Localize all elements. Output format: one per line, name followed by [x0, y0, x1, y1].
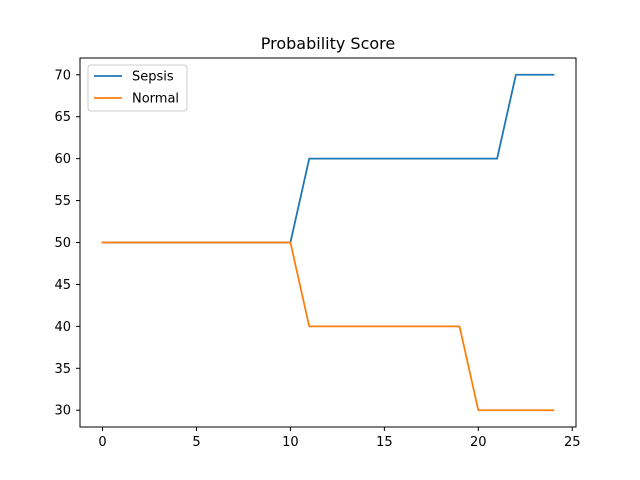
chart-title: Probability Score — [261, 34, 395, 53]
x-tick-label: 5 — [192, 435, 200, 450]
y-tick-label: 70 — [54, 68, 71, 83]
x-tick-label: 10 — [282, 435, 299, 450]
plot-area — [101, 73, 555, 412]
y-tick-label: 50 — [54, 236, 71, 251]
legend-label-normal: Normal — [132, 92, 179, 107]
y-tick-label: 30 — [54, 404, 71, 419]
series-line-normal — [101, 241, 555, 412]
y-tick-label: 60 — [54, 152, 71, 167]
y-tick-label: 55 — [54, 194, 71, 209]
x-tick-label: 15 — [376, 435, 393, 450]
y-tick-label: 35 — [54, 362, 71, 377]
x-tick-label: 20 — [470, 435, 487, 450]
y-tick-label: 65 — [54, 110, 71, 125]
legend: Sepsis Normal — [87, 64, 188, 112]
y-tick-label: 40 — [54, 320, 71, 335]
legend-label-sepsis: Sepsis — [132, 70, 174, 85]
x-tick-label: 0 — [98, 435, 106, 450]
axes: 0 5 10 15 20 25 30 35 40 45 50 55 60 65 70 — [54, 57, 581, 450]
y-tick-label: 45 — [54, 278, 71, 293]
x-tick-label: 25 — [564, 435, 581, 450]
